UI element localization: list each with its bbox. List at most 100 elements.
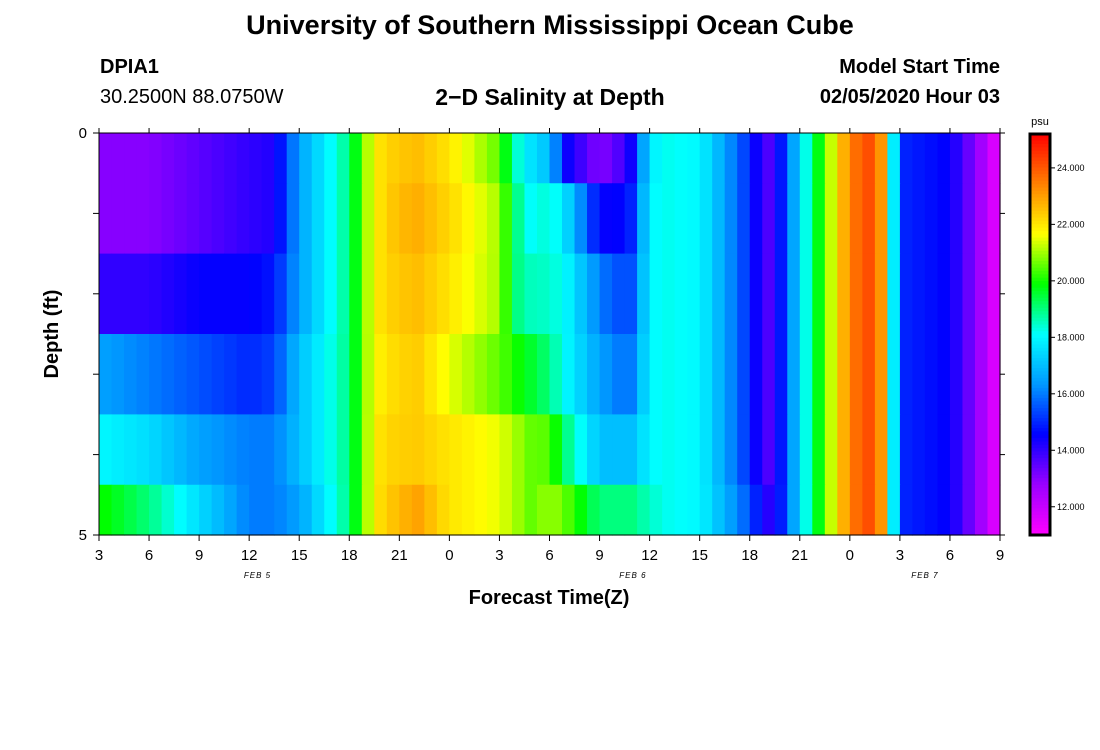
heatmap-cell xyxy=(574,253,588,335)
heatmap-cell xyxy=(236,253,250,335)
x-tick-label: 15 xyxy=(291,547,308,564)
heatmap-cell xyxy=(349,334,363,415)
heatmap-cell xyxy=(862,183,876,255)
heatmap-cell xyxy=(624,334,638,415)
colorbar-segment xyxy=(1030,264,1050,269)
heatmap-cell xyxy=(699,414,713,486)
heatmap-cell xyxy=(662,484,676,536)
heatmap-cell xyxy=(161,183,175,255)
heatmap-cell xyxy=(199,183,213,255)
heatmap-cell xyxy=(549,253,563,335)
heatmap-cell xyxy=(762,334,776,415)
heatmap-cell xyxy=(374,253,388,335)
colorbar-segment xyxy=(1030,240,1050,245)
heatmap-cell xyxy=(461,253,476,335)
x-axis-label: Forecast Time(Z) xyxy=(469,587,630,609)
heatmap-cell xyxy=(424,334,438,415)
heatmap-cell xyxy=(649,414,663,486)
heatmap-cell xyxy=(837,334,851,415)
heatmap-cell xyxy=(774,414,788,486)
colorbar-frame xyxy=(1028,132,1052,537)
heatmap-cell xyxy=(424,484,438,536)
colorbar-segment xyxy=(1030,314,1050,319)
heatmap-cell xyxy=(924,334,939,415)
colorbar-segment xyxy=(1030,501,1050,506)
heatmap-cell xyxy=(849,484,863,536)
heatmap-cell xyxy=(699,484,713,536)
heatmap-cell xyxy=(599,253,613,335)
heatmap-cell xyxy=(549,133,563,184)
heatmap-cell xyxy=(536,183,551,255)
heatmap-cell xyxy=(186,334,200,415)
colorbar-segment xyxy=(1030,484,1050,489)
heatmap-cell xyxy=(449,334,463,415)
colorbar-segment xyxy=(1030,367,1050,372)
colorbar-segment xyxy=(1030,394,1050,399)
heatmap-cell xyxy=(787,133,801,184)
heatmap-cell xyxy=(486,253,501,335)
heatmap-cell xyxy=(186,414,200,486)
heatmap-cell xyxy=(511,414,526,486)
heatmap-cell xyxy=(224,334,238,415)
colorbar-segment xyxy=(1030,321,1050,326)
heatmap-cell xyxy=(436,414,450,486)
heatmap-cell xyxy=(249,133,263,184)
heatmap-cell xyxy=(899,133,913,184)
colorbar-segment xyxy=(1030,177,1050,182)
heatmap-cell xyxy=(199,253,213,335)
colorbar-segment xyxy=(1030,474,1050,479)
heatmap-cell xyxy=(774,253,788,335)
heatmap-cell xyxy=(174,484,188,536)
colorbar-segment xyxy=(1030,414,1050,419)
heatmap-cell xyxy=(236,484,250,536)
heatmap-cell xyxy=(261,334,275,415)
heatmap-cell xyxy=(562,133,576,184)
heatmap-cell xyxy=(324,414,338,486)
heatmap-cell xyxy=(912,133,926,184)
heatmap-cell xyxy=(99,133,113,184)
colorbar-segment xyxy=(1030,514,1050,519)
heatmap-cell xyxy=(987,334,1001,415)
heatmap-cell xyxy=(974,133,989,184)
heatmap-cell xyxy=(549,484,563,536)
heatmap-cell xyxy=(374,334,388,415)
colorbar-segment xyxy=(1030,187,1050,192)
x-tick-label: 6 xyxy=(946,547,954,564)
heatmap-cell xyxy=(562,484,576,536)
heatmap-cell xyxy=(374,133,388,184)
heatmap-cell xyxy=(386,484,400,536)
station-id: DPIA1 xyxy=(100,56,159,78)
heatmap-cell xyxy=(599,334,613,415)
colorbar-segment xyxy=(1030,220,1050,225)
heatmap-cell xyxy=(386,133,400,184)
colorbar-segment xyxy=(1030,347,1050,352)
colorbar-segment xyxy=(1030,444,1050,449)
heatmap-cell xyxy=(274,334,288,415)
colorbar-segment xyxy=(1030,424,1050,429)
heatmap-cell xyxy=(737,253,751,335)
colorbar-segment xyxy=(1030,267,1050,272)
heatmap-cell xyxy=(486,484,501,536)
heatmap-cell xyxy=(124,253,138,335)
heatmap-cell xyxy=(324,253,338,335)
heatmap-cells xyxy=(99,133,1001,536)
colorbar-segment xyxy=(1030,421,1050,426)
heatmap-cell xyxy=(749,133,763,184)
heatmap-cell xyxy=(436,183,450,255)
heatmap-cell xyxy=(186,133,200,184)
colorbar-segment xyxy=(1030,247,1050,252)
heatmap-cell xyxy=(649,334,663,415)
heatmap-cell xyxy=(274,484,288,536)
heatmap-cell xyxy=(349,414,363,486)
x-tick-label: 18 xyxy=(741,547,758,564)
heatmap-cell xyxy=(749,484,763,536)
heatmap-cell xyxy=(924,414,939,486)
plot-frame xyxy=(98,132,1001,536)
heatmap-cell xyxy=(787,334,801,415)
heatmap-cell xyxy=(837,414,851,486)
heatmap-cell xyxy=(286,414,300,486)
heatmap-cell xyxy=(899,484,913,536)
heatmap-cell xyxy=(474,414,488,486)
heatmap-cell xyxy=(799,183,813,255)
